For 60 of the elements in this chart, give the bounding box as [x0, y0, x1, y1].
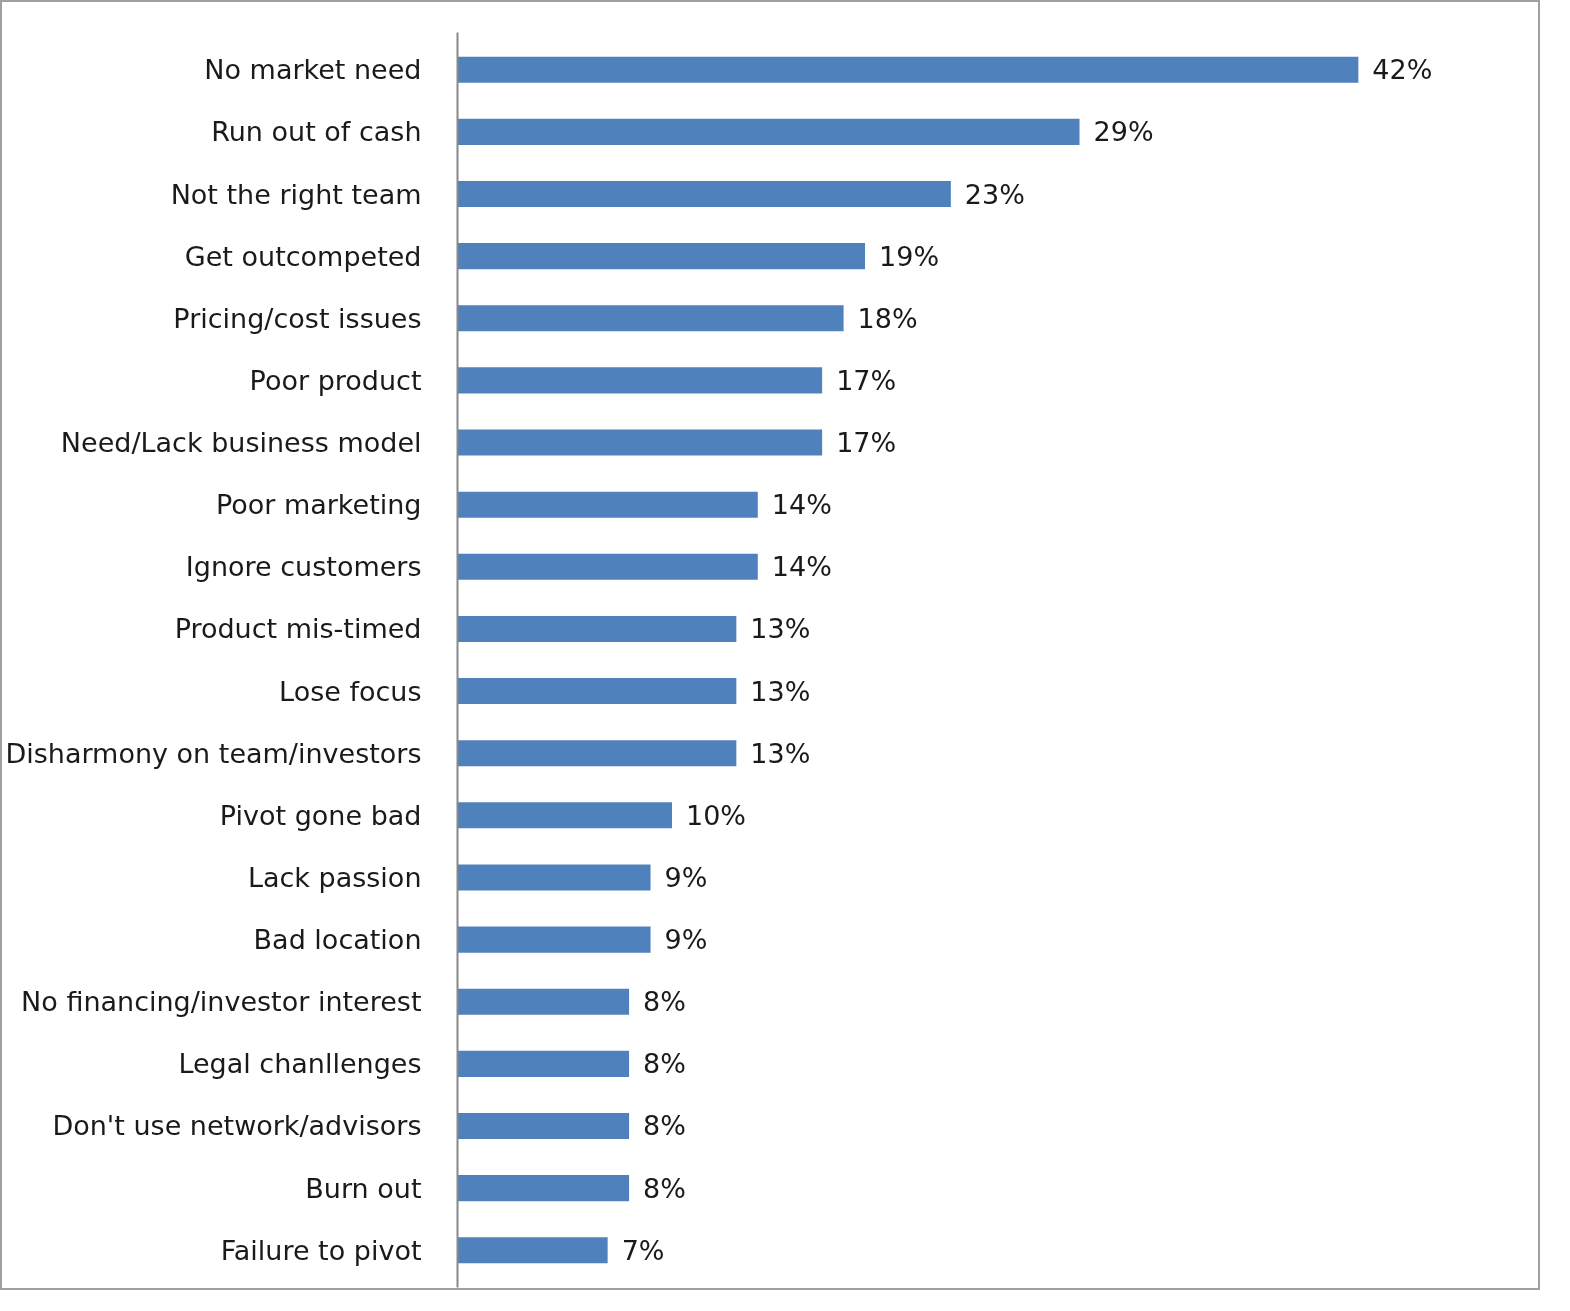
bar [457, 740, 737, 767]
data-label: 7% [621, 1234, 665, 1266]
data-label: 29% [1093, 116, 1154, 148]
y-tick-label: Disharmony on team/investors [5, 737, 422, 769]
bar [457, 118, 1080, 145]
y-tick-label: Get outcompeted [184, 240, 422, 272]
bar [457, 553, 758, 580]
bar [457, 988, 630, 1015]
data-label: 18% [857, 302, 918, 334]
bar [457, 926, 651, 953]
data-label: 8% [643, 1048, 686, 1080]
y-tick-label: No financing/investor interest [21, 986, 422, 1018]
data-label: 17% [836, 364, 897, 396]
data-label: 14% [771, 551, 832, 583]
bar [457, 491, 758, 518]
bar [457, 864, 651, 891]
data-label: 17% [836, 427, 897, 459]
bar [457, 1050, 630, 1077]
data-label: 42% [1372, 54, 1433, 86]
y-tick-label: Poor product [249, 364, 422, 396]
data-label: 14% [771, 489, 832, 521]
bar [457, 429, 823, 456]
y-tick-label: Don't use network/advisors [52, 1110, 422, 1142]
bar [457, 367, 823, 394]
bar [457, 1112, 630, 1140]
data-label: 23% [964, 178, 1025, 210]
bar [457, 180, 951, 208]
data-label: 13% [750, 613, 811, 645]
y-tick-label: Pricing/cost issues [173, 302, 422, 334]
y-tick-label: Poor marketing [215, 489, 422, 521]
y-tick-label: Lack passion [247, 861, 422, 893]
y-tick-label: Lose focus [279, 675, 422, 707]
data-label: 8% [643, 986, 686, 1018]
y-tick-label: Run out of cash [211, 116, 422, 148]
y-tick-label: Burn out [305, 1172, 422, 1204]
data-label: 10% [685, 799, 747, 831]
data-label: 9% [664, 924, 708, 956]
y-tick-label: No market need [204, 54, 422, 86]
bar [457, 615, 737, 642]
y-tick-label: Bad location [253, 924, 422, 956]
bar [457, 1237, 608, 1264]
bar [457, 802, 672, 829]
bar [457, 1175, 630, 1202]
data-label: 19% [879, 240, 940, 272]
data-label: 9% [664, 861, 708, 893]
y-tick-label: Failure to pivot [220, 1234, 422, 1266]
y-tick-label: Product mis-timed [174, 613, 422, 645]
data-label: 13% [750, 675, 811, 707]
data-label: 8% [643, 1110, 686, 1142]
bar [457, 305, 844, 332]
y-tick-label: Not the right team [170, 178, 422, 210]
y-tick-label: Need/Lack business model [60, 427, 422, 459]
bar [457, 243, 866, 270]
bar [457, 56, 1359, 83]
data-label: 13% [750, 737, 811, 769]
y-tick-label: Legal chanllenges [178, 1048, 422, 1080]
bar [457, 678, 737, 705]
data-label: 8% [643, 1172, 686, 1204]
y-tick-label: Pivot gone bad [219, 799, 422, 831]
y-tick-label: Ignore customers [185, 551, 422, 583]
